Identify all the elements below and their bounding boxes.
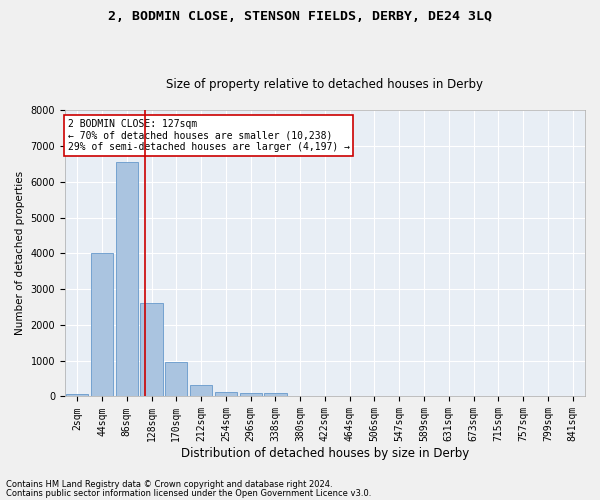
Text: 2 BODMIN CLOSE: 127sqm
← 70% of detached houses are smaller (10,238)
29% of semi: 2 BODMIN CLOSE: 127sqm ← 70% of detached… <box>68 119 350 152</box>
Bar <box>239 393 262 396</box>
Text: Contains HM Land Registry data © Crown copyright and database right 2024.: Contains HM Land Registry data © Crown c… <box>6 480 332 489</box>
Y-axis label: Number of detached properties: Number of detached properties <box>15 172 25 336</box>
Bar <box>140 302 163 396</box>
Bar <box>165 362 187 396</box>
Bar <box>66 394 88 396</box>
Bar <box>215 392 237 396</box>
Bar <box>91 254 113 396</box>
Text: Contains public sector information licensed under the Open Government Licence v3: Contains public sector information licen… <box>6 488 371 498</box>
Bar <box>190 386 212 396</box>
X-axis label: Distribution of detached houses by size in Derby: Distribution of detached houses by size … <box>181 447 469 460</box>
Title: Size of property relative to detached houses in Derby: Size of property relative to detached ho… <box>166 78 484 91</box>
Bar <box>116 162 138 396</box>
Text: 2, BODMIN CLOSE, STENSON FIELDS, DERBY, DE24 3LQ: 2, BODMIN CLOSE, STENSON FIELDS, DERBY, … <box>108 10 492 23</box>
Bar <box>264 393 287 396</box>
